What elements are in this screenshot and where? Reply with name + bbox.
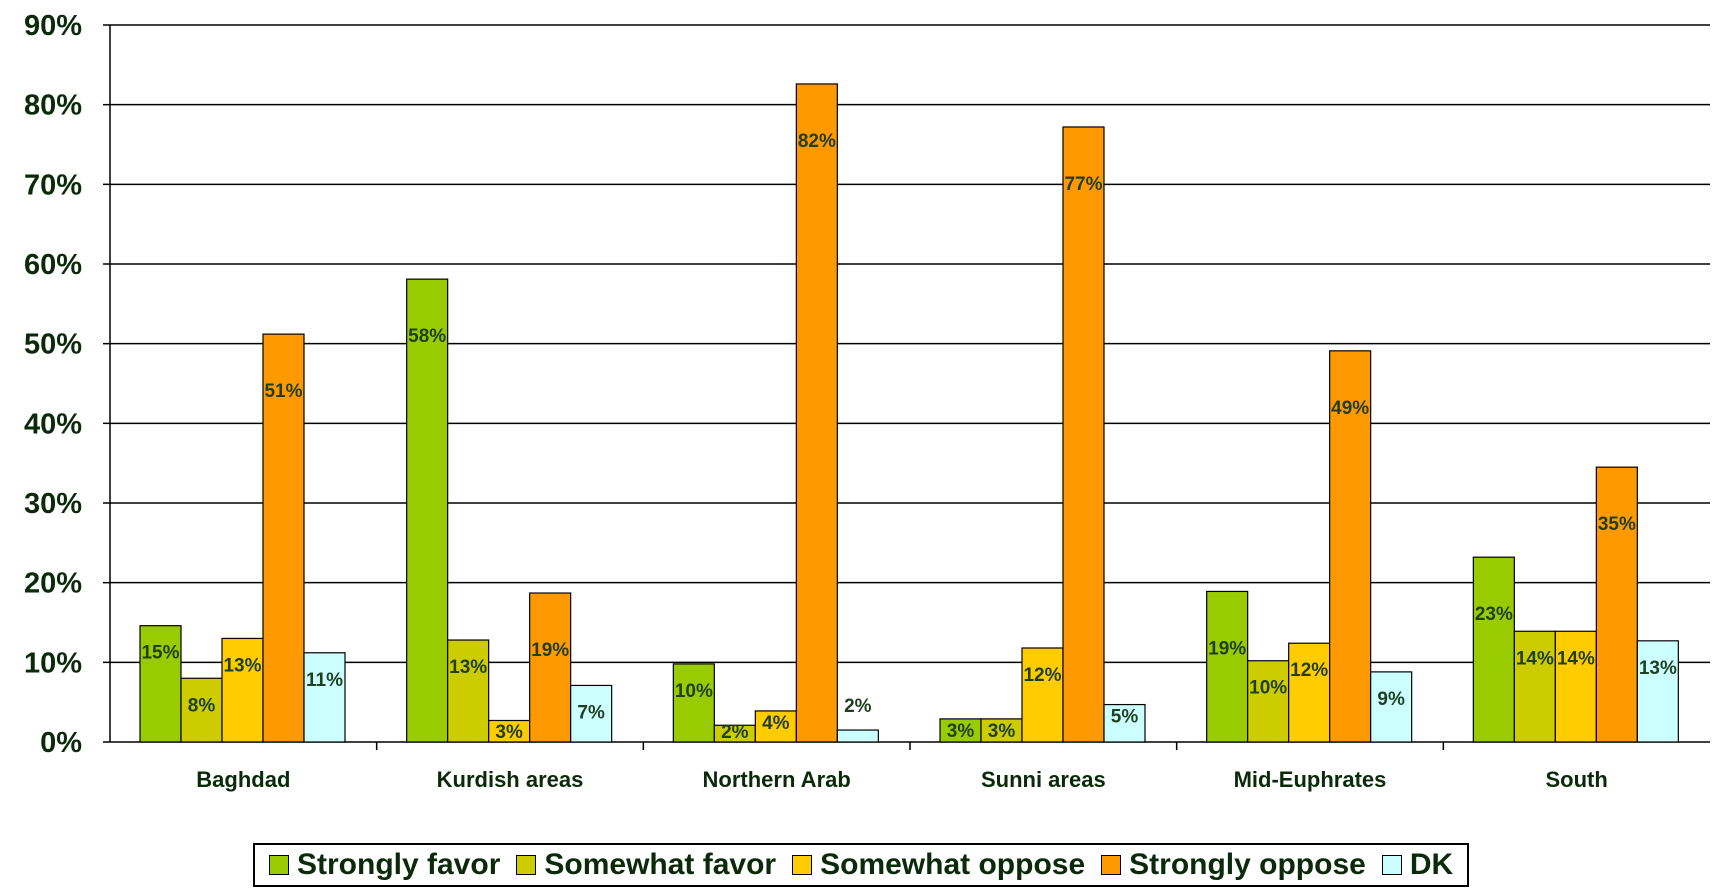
data-label: 77% [1064,174,1102,195]
y-tick-label: 0% [40,727,82,759]
category-label: South [1546,767,1608,792]
y-tick-label: 70% [24,169,82,201]
data-label: 13% [449,657,487,678]
data-label: 11% [306,670,343,691]
bar [406,278,449,743]
legend-item: Somewhat oppose [792,848,1085,882]
bar [672,663,715,743]
data-label: 3% [495,722,523,743]
data-label: 8% [188,695,216,716]
data-label: 14% [1557,648,1595,669]
y-tick-label: 30% [24,488,82,520]
bar [1288,642,1331,743]
data-label: 49% [1331,398,1369,419]
data-label: 9% [1377,689,1405,710]
data-label: 19% [531,640,569,661]
legend-item: DK [1381,848,1454,882]
data-label: 19% [1208,638,1246,659]
data-label: 14% [1516,648,1554,669]
data-label: 82% [798,131,836,152]
legend-label: Somewhat oppose [820,848,1086,881]
legend-swatch [1101,855,1122,875]
y-tick-label: 90% [24,10,82,42]
legend-label: Strongly favor [297,848,501,881]
bar [447,639,490,743]
data-label: 4% [762,713,790,734]
legend-swatch [269,855,289,875]
bar [1595,466,1638,743]
category-label: Kurdish areas [437,767,584,792]
data-label: 58% [408,326,446,347]
bar [754,710,797,743]
bar-chart: 0% 10% 20% 30% 40% 50% 60% 70% 80% 90% Baghdad 15% 8… [24,10,1710,792]
bar [1513,630,1556,743]
data-label: 10% [1249,678,1287,699]
legend-swatch [792,855,813,875]
data-label: 13% [1639,658,1677,679]
data-label: 23% [1475,604,1513,625]
bar [529,592,572,743]
bar [1247,660,1290,743]
data-label: 3% [988,721,1016,742]
y-tick-label: 80% [24,90,82,122]
bar [303,652,346,743]
y-tick-label: 40% [24,408,82,440]
legend-item: Somewhat favor [516,848,776,882]
bar [1472,556,1515,743]
y-tick-label: 10% [24,647,82,679]
bar [1206,590,1249,743]
legend-label: Somewhat favor [544,848,777,881]
data-label: 3% [947,721,975,742]
legend-swatch [1381,855,1402,875]
y-tick-label: 60% [24,249,82,281]
legend-label: DK [1409,848,1454,881]
bar [1636,640,1679,743]
legend-item: Strongly favor [269,848,500,882]
bar [795,83,838,743]
category-label: Baghdad [196,767,290,792]
category-label: Northern Arab [703,767,851,792]
bar [836,729,879,743]
data-label: 12% [1290,660,1328,681]
data-label: 2% [844,696,872,717]
legend: Strongly favor Somewhat favor Somewhat opp… [253,843,1470,887]
data-label: 35% [1598,514,1636,535]
data-label: 2% [721,722,749,743]
data-label: 13% [223,655,261,676]
bar [1554,630,1597,743]
bar [1062,126,1105,743]
data-label: 10% [675,681,713,702]
y-tick-label: 50% [24,329,82,361]
data-label: 5% [1111,707,1139,728]
data-label: 51% [264,381,302,402]
data-label: 15% [141,643,179,664]
legend-swatch [516,855,537,875]
data-label: 12% [1023,665,1061,686]
bar [221,637,264,743]
bar [570,684,613,743]
y-tick-label: 20% [24,568,82,600]
category-label: Mid-Euphrates [1234,767,1387,792]
bar [1370,671,1413,743]
legend-item: Strongly oppose [1101,848,1366,882]
bar [1329,350,1372,743]
legend-label: Strongly oppose [1129,848,1366,881]
bar [1021,647,1064,743]
category-label: Sunni areas [981,767,1106,792]
bar [1103,703,1146,743]
data-label: 7% [577,702,605,723]
bar [262,333,305,743]
